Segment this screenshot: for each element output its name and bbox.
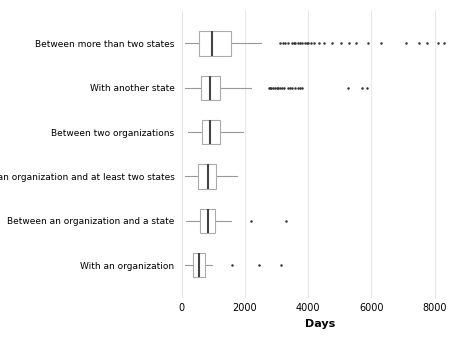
Bar [198, 164, 217, 188]
Bar [200, 208, 215, 233]
Bar [202, 120, 219, 144]
Bar [193, 253, 205, 277]
Bar [199, 31, 231, 56]
X-axis label: Days: Days [305, 319, 335, 329]
Bar [201, 76, 219, 100]
